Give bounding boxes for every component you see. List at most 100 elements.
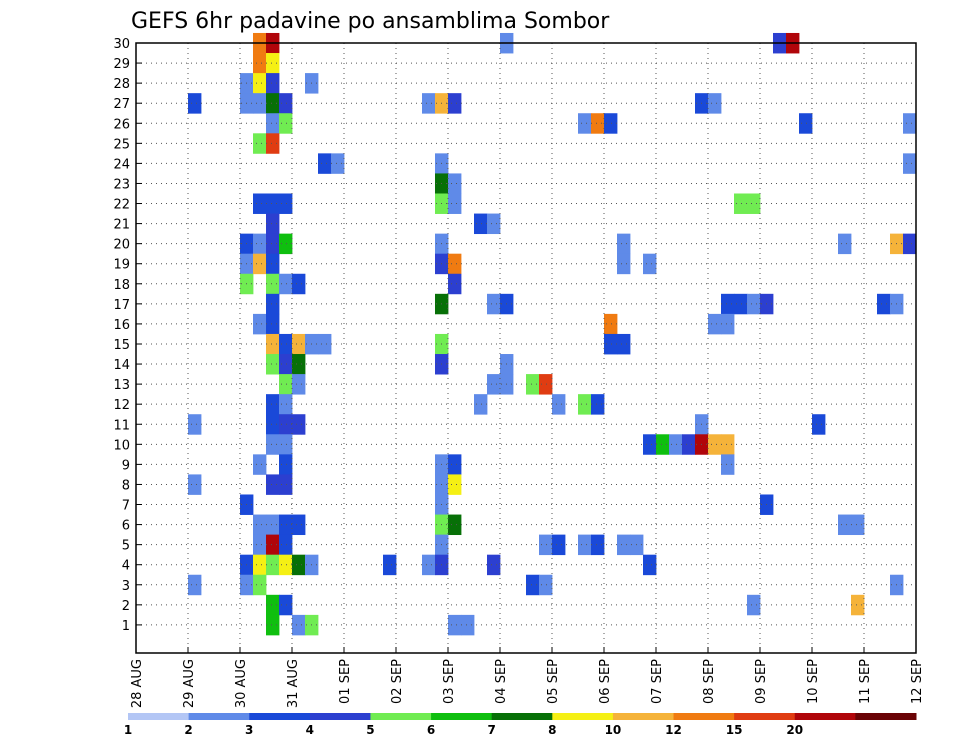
- heatmap-cell: [422, 93, 436, 114]
- heatmap-cell: [487, 213, 501, 235]
- heatmap-cell: [292, 273, 306, 295]
- heatmap-cell: [266, 93, 280, 114]
- heatmap-cell: [526, 574, 540, 596]
- heatmap-cell: [604, 313, 618, 335]
- heatmap-cell: [448, 93, 462, 114]
- colorbar-label: 15: [726, 723, 743, 737]
- heatmap-cell: [669, 434, 683, 455]
- y-tick-label: 10: [113, 438, 130, 453]
- colorbar-label: 8: [548, 723, 556, 737]
- heatmap-cell: [838, 233, 852, 255]
- heatmap-cell: [188, 474, 202, 495]
- heatmap-cell: [552, 394, 566, 415]
- heatmap-cell: [253, 454, 267, 475]
- y-tick-label: 17: [113, 298, 130, 313]
- heatmap-cell: [643, 554, 657, 576]
- heatmap-cell: [747, 293, 761, 315]
- heatmap-cell: [266, 474, 280, 495]
- colorbar-segment: [249, 713, 311, 720]
- heatmap-cell: [266, 354, 280, 375]
- heatmap-cell: [448, 193, 462, 214]
- y-tick-label: 9: [122, 458, 130, 473]
- heatmap-cell: [266, 594, 280, 616]
- heatmap-cell: [279, 113, 293, 134]
- heatmap-cell: [903, 153, 917, 174]
- heatmap-cell: [253, 53, 267, 74]
- heatmap-cell: [487, 554, 501, 576]
- heatmap-cell: [279, 394, 293, 415]
- y-tick-label: 24: [113, 157, 130, 172]
- colorbar-label: 2: [184, 723, 192, 737]
- heatmap-cell: [448, 474, 462, 495]
- heatmap-cell: [448, 454, 462, 475]
- y-tick-label: 14: [113, 358, 130, 373]
- heatmap-cell: [487, 374, 501, 395]
- heatmap-cell: [383, 554, 397, 576]
- colorbar-label: 6: [427, 723, 435, 737]
- y-tick-label: 25: [113, 137, 130, 152]
- heatmap-cell: [903, 233, 917, 255]
- colorbar-segment: [370, 713, 432, 720]
- colorbar-segment: [491, 713, 553, 720]
- heatmap-cell: [266, 554, 280, 576]
- heatmap-cell: [266, 534, 280, 556]
- heatmap-cell: [279, 354, 293, 375]
- heatmap-cell: [422, 554, 436, 576]
- heatmap-cell: [253, 574, 267, 596]
- heatmap-cell: [279, 534, 293, 556]
- heatmap-cell: [279, 554, 293, 576]
- colorbar-label: 4: [306, 723, 314, 737]
- heatmap-cell: [253, 253, 267, 275]
- heatmap-cell: [292, 374, 306, 395]
- x-tick-label: 09 SEP: [754, 659, 769, 704]
- x-tick-label: 11 SEP: [858, 659, 873, 704]
- heatmap-cell: [617, 233, 631, 255]
- y-tick-label: 19: [113, 258, 130, 273]
- heatmap-cell: [903, 113, 917, 134]
- heatmap-cell: [279, 374, 293, 395]
- heatmap-cell: [318, 153, 332, 174]
- y-tick-label: 3: [122, 579, 130, 594]
- heatmap-cell: [552, 534, 566, 556]
- heatmap-cell: [253, 514, 267, 536]
- heatmap-cell: [279, 474, 293, 495]
- colorbar-segment: [612, 713, 675, 720]
- heatmap-cell: [448, 514, 462, 536]
- colorbar-label: 1: [124, 723, 132, 737]
- heatmap-cell: [266, 73, 280, 94]
- heatmap-cell: [266, 53, 280, 74]
- heatmap-cell: [292, 614, 306, 636]
- y-tick-label: 2: [122, 599, 130, 614]
- heatmap-cell: [266, 133, 280, 154]
- heatmap-cell: [266, 293, 280, 315]
- heatmap-cell: [448, 614, 462, 636]
- heatmap-cell: [539, 374, 553, 395]
- colorbar-segment: [855, 713, 917, 720]
- x-tick-label: 01 SEP: [338, 659, 353, 704]
- heatmap-cell: [721, 454, 735, 475]
- y-tick-label: 26: [113, 117, 130, 132]
- heatmap-cell: [318, 333, 332, 355]
- y-tick-label: 6: [122, 519, 130, 534]
- heatmap-cell: [682, 434, 696, 455]
- heatmap-cell: [578, 394, 592, 415]
- heatmap-cell: [812, 414, 826, 435]
- heatmap-cell: [279, 454, 293, 475]
- heatmap-cell: [643, 434, 657, 455]
- heatmap-cell: [734, 293, 748, 315]
- heatmap-cell: [188, 574, 202, 596]
- colorbar-segment: [552, 713, 614, 720]
- heatmap-cell: [461, 614, 475, 636]
- y-tick-label: 27: [113, 97, 130, 112]
- heatmap-cell: [279, 193, 293, 214]
- heatmap-cell: [279, 273, 293, 295]
- heatmap-cell: [838, 514, 852, 536]
- heatmap-cell: [292, 514, 306, 536]
- heatmap-cell: [448, 253, 462, 275]
- heatmap-cell: [851, 514, 865, 536]
- heatmap-cell: [266, 333, 280, 355]
- heatmap-cell: [578, 113, 592, 134]
- heatmap-cell: [279, 93, 293, 114]
- colorbar-segment: [673, 713, 735, 720]
